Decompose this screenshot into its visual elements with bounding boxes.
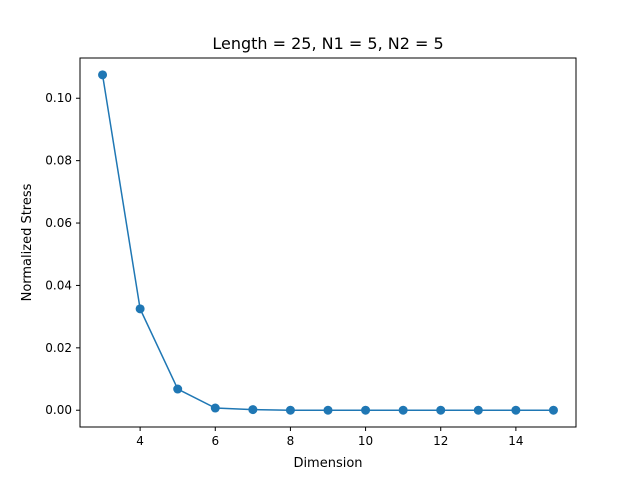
x-axis: 4 6 8 10 12 14 (136, 427, 524, 448)
x-axis-label: Dimension (293, 456, 362, 471)
y-tick-label: 0.08 (45, 154, 72, 168)
y-axis: 0.00 0.02 0.04 0.06 0.08 0.10 (45, 91, 80, 417)
y-axis-label: Normalized Stress (20, 183, 35, 301)
x-tick-label: 12 (433, 434, 448, 448)
data-point (98, 70, 108, 80)
series-layer (98, 70, 558, 415)
y-tick-label: 0.04 (45, 278, 72, 292)
data-point (473, 405, 483, 415)
data-point (323, 405, 333, 415)
y-tick-label: 0.10 (45, 91, 72, 105)
y-tick-label: 0.00 (45, 403, 72, 417)
plot-area (79, 57, 577, 428)
data-point (548, 405, 558, 415)
x-tick-label: 14 (508, 434, 523, 448)
data-point (248, 405, 258, 415)
x-tick-label: 4 (136, 434, 144, 448)
x-tick-label: 10 (358, 434, 373, 448)
chart-title: Length = 25, N1 = 5, N2 = 5 (212, 34, 443, 53)
data-point (285, 405, 295, 415)
x-tick-label: 6 (211, 434, 219, 448)
data-point (173, 384, 183, 394)
y-tick-label: 0.02 (45, 341, 72, 355)
data-point (511, 405, 521, 415)
data-point (361, 405, 371, 415)
x-tick-label: 8 (287, 434, 295, 448)
y-tick-label: 0.06 (45, 216, 72, 230)
data-point (398, 405, 408, 415)
data-point (135, 304, 145, 314)
data-point (436, 405, 446, 415)
data-point (210, 403, 220, 413)
